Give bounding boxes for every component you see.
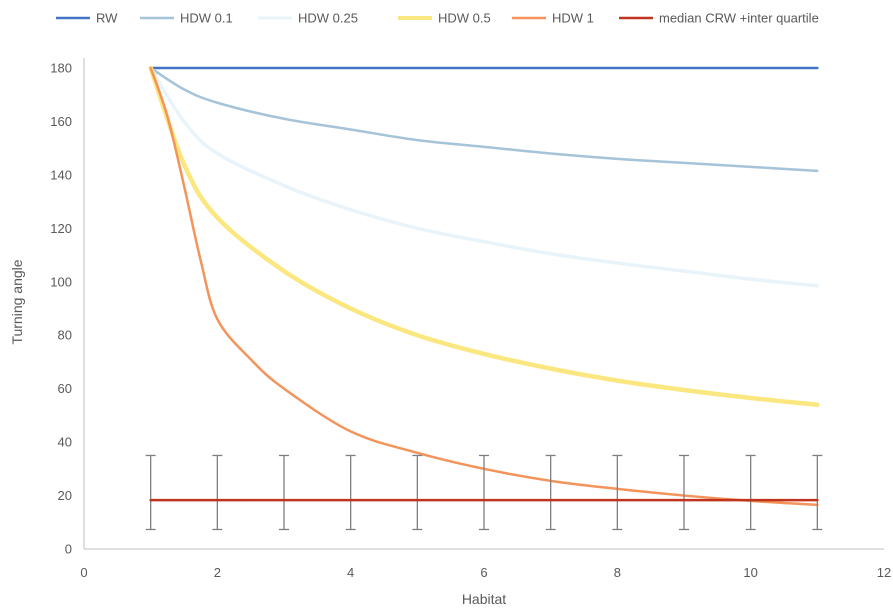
legend-item-median-crw-inter-quartile: median CRW +inter quartile: [619, 11, 819, 26]
error-bars: [145, 454, 823, 531]
error-bar: [812, 454, 823, 531]
legend-label: RW: [96, 11, 118, 26]
x-axis-ticks: 0 2 4 6 8 10 12: [80, 565, 891, 580]
series-line-hdw-0-1: [149, 66, 819, 173]
error-bar: [412, 454, 423, 531]
legend: RW HDW 0.1 HDW 0.25 HDW 0.5 HDW 1 median CRW …: [56, 11, 819, 26]
y-axis-ticks: 0 20 40 60 80 100 120 140 160 180: [50, 61, 72, 557]
error-bar: [212, 454, 223, 531]
series-layer: [148, 65, 820, 507]
y-tick-label: 120: [50, 221, 72, 236]
legend-item-rw: RW: [56, 11, 118, 26]
y-tick-label: 40: [58, 435, 72, 450]
error-bar: [145, 454, 156, 531]
y-tick-label: 100: [50, 274, 72, 289]
y-tick-label: 60: [58, 381, 72, 396]
y-tick-label: 160: [50, 114, 72, 129]
series-line-hdw-1: [149, 66, 819, 507]
legend-label: median CRW +inter quartile: [659, 11, 819, 26]
error-bar: [545, 454, 556, 531]
legend-item-hdw-0-5: HDW 0.5: [398, 11, 491, 26]
legend-label: HDW 0.25: [298, 11, 358, 26]
x-tick-label: 4: [347, 565, 354, 580]
legend-item-hdw-1: HDW 1: [512, 11, 594, 26]
legend-label: HDW 0.1: [180, 11, 233, 26]
error-bar: [679, 454, 689, 531]
series-line-hdw-0-25: [148, 66, 820, 288]
error-bar: [745, 454, 756, 531]
x-axis-title: Habitat: [462, 591, 506, 607]
legend-label: HDW 0.5: [438, 11, 491, 26]
legend-item-hdw-0-1: HDW 0.1: [140, 11, 233, 26]
y-axis-title: Turning angle: [9, 259, 25, 344]
error-bar: [345, 454, 356, 531]
y-tick-label: 180: [50, 61, 72, 76]
x-tick-label: 8: [614, 565, 621, 580]
y-tick-label: 80: [58, 328, 72, 343]
error-bar: [479, 454, 489, 531]
y-tick-label: 140: [50, 167, 72, 182]
series-line-hdw-0-5: [148, 65, 820, 407]
error-bar: [279, 454, 289, 531]
x-tick-label: 12: [877, 565, 891, 580]
x-tick-label: 10: [743, 565, 757, 580]
x-tick-label: 2: [214, 565, 221, 580]
error-bar: [612, 454, 623, 531]
y-tick-label: 0: [65, 542, 72, 557]
legend-item-hdw-0-25: HDW 0.25: [258, 11, 358, 26]
x-tick-label: 0: [80, 565, 87, 580]
x-tick-label: 6: [480, 565, 487, 580]
y-tick-label: 20: [58, 488, 72, 503]
legend-label: HDW 1: [552, 11, 594, 26]
